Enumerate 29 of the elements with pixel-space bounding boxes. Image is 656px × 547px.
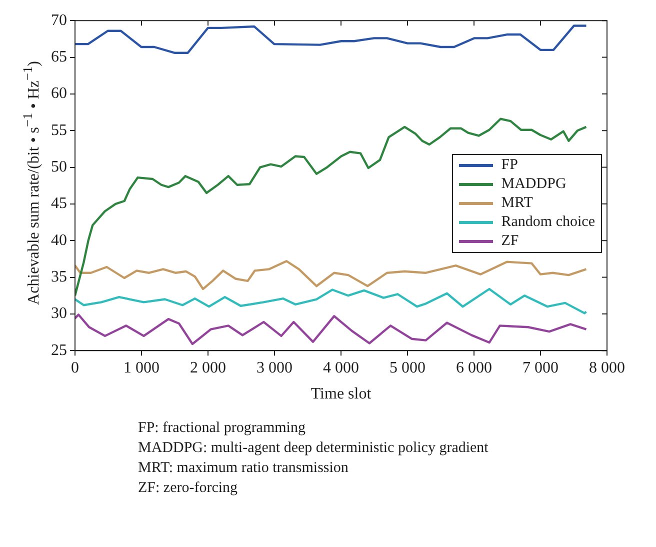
x-axis-title: Time slot xyxy=(310,386,372,403)
text: MADDPG: multi-agent deep deterministic policy gradient xyxy=(138,439,490,458)
x-tick-label: 5 000 xyxy=(390,359,426,376)
x-tick-label: 4 000 xyxy=(323,359,359,376)
text: ZF: zero-forcing xyxy=(138,479,239,498)
legend-label: ZF xyxy=(501,233,519,250)
y-tick-label: 70 xyxy=(51,12,67,29)
text: FP: fractional programming xyxy=(138,419,306,438)
x-tick-label: 2 000 xyxy=(190,359,226,376)
y-tick-label: 65 xyxy=(51,48,67,66)
y-tick-label: 35 xyxy=(51,268,67,286)
y-tick-label: 55 xyxy=(51,122,67,139)
legend-label: Random choice xyxy=(501,214,595,231)
x-tick-label: 8 000 xyxy=(589,359,625,376)
x-tick-label: 1 000 xyxy=(124,359,160,376)
y-tick-label: 25 xyxy=(51,342,67,359)
x-tick-label: 6 000 xyxy=(456,359,492,376)
legend-label: MRT xyxy=(501,195,533,212)
y-tick-label: 30 xyxy=(51,305,67,322)
legend-label: FP xyxy=(501,157,518,174)
y-tick-label: 60 xyxy=(51,85,67,102)
y-tick-label: 45 xyxy=(51,195,67,212)
x-tick-label: 0 xyxy=(71,359,79,376)
x-tick-label: 7 000 xyxy=(522,359,558,376)
text: MRT: maximum ratio transmission xyxy=(138,459,350,478)
legend-label: MADDPG xyxy=(501,176,566,193)
x-tick-label: 3 000 xyxy=(256,359,292,376)
y-tick-label: 40 xyxy=(51,232,67,249)
y-tick-label: 50 xyxy=(51,158,67,176)
